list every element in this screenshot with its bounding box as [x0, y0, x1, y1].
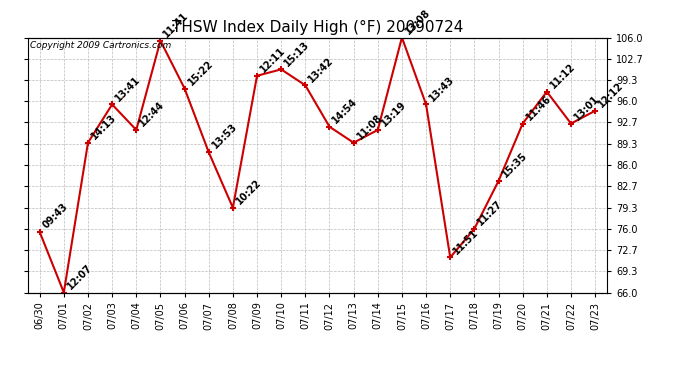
Text: 13:53: 13:53 — [210, 122, 239, 151]
Text: Copyright 2009 Cartronics.com: Copyright 2009 Cartronics.com — [30, 41, 172, 50]
Text: 14:13: 14:13 — [89, 112, 118, 141]
Text: 11:41: 11:41 — [161, 10, 190, 39]
Text: 09:43: 09:43 — [41, 202, 70, 231]
Text: 13:42: 13:42 — [306, 55, 335, 84]
Text: 13:08: 13:08 — [403, 7, 433, 36]
Text: 12:44: 12:44 — [137, 100, 166, 129]
Text: 15:13: 15:13 — [282, 39, 311, 68]
Text: 13:41: 13:41 — [113, 74, 142, 103]
Text: 15:35: 15:35 — [500, 151, 529, 180]
Text: 14:54: 14:54 — [331, 96, 359, 125]
Text: 11:12: 11:12 — [548, 62, 577, 90]
Text: 12:07: 12:07 — [65, 262, 94, 291]
Text: 12:12: 12:12 — [596, 81, 625, 110]
Text: 11:08: 11:08 — [355, 112, 384, 141]
Text: 10:22: 10:22 — [234, 177, 263, 206]
Text: 11:27: 11:27 — [475, 198, 504, 227]
Text: 13:19: 13:19 — [379, 100, 408, 129]
Text: 11:51: 11:51 — [451, 227, 480, 256]
Text: 15:22: 15:22 — [186, 58, 215, 87]
Title: THSW Index Daily High (°F) 20090724: THSW Index Daily High (°F) 20090724 — [172, 20, 463, 35]
Text: 13:01: 13:01 — [572, 93, 601, 122]
Text: 11:46: 11:46 — [524, 93, 553, 122]
Text: 12:11: 12:11 — [258, 45, 287, 74]
Text: 13:43: 13:43 — [427, 74, 456, 103]
